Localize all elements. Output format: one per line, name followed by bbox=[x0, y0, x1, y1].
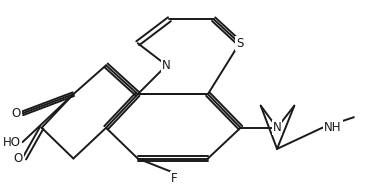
Text: F: F bbox=[171, 172, 178, 185]
Text: N: N bbox=[273, 121, 281, 134]
Text: N: N bbox=[162, 59, 171, 72]
Text: O: O bbox=[11, 107, 20, 120]
Text: NH: NH bbox=[324, 121, 342, 134]
Text: S: S bbox=[236, 37, 243, 50]
Text: HO: HO bbox=[3, 136, 20, 149]
Text: O: O bbox=[13, 152, 23, 165]
